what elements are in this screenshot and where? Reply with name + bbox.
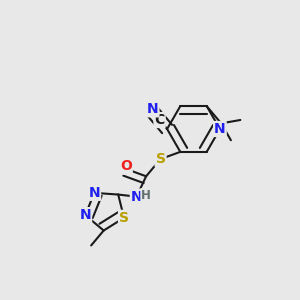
Text: N: N [214, 122, 226, 136]
Text: O: O [120, 160, 132, 173]
Text: S: S [119, 211, 129, 225]
Text: H: H [141, 189, 151, 202]
Text: N: N [131, 190, 142, 204]
Text: C: C [154, 113, 165, 127]
Text: S: S [156, 152, 166, 166]
Text: N: N [80, 208, 91, 222]
Text: N: N [88, 186, 100, 200]
Text: N: N [147, 102, 158, 116]
